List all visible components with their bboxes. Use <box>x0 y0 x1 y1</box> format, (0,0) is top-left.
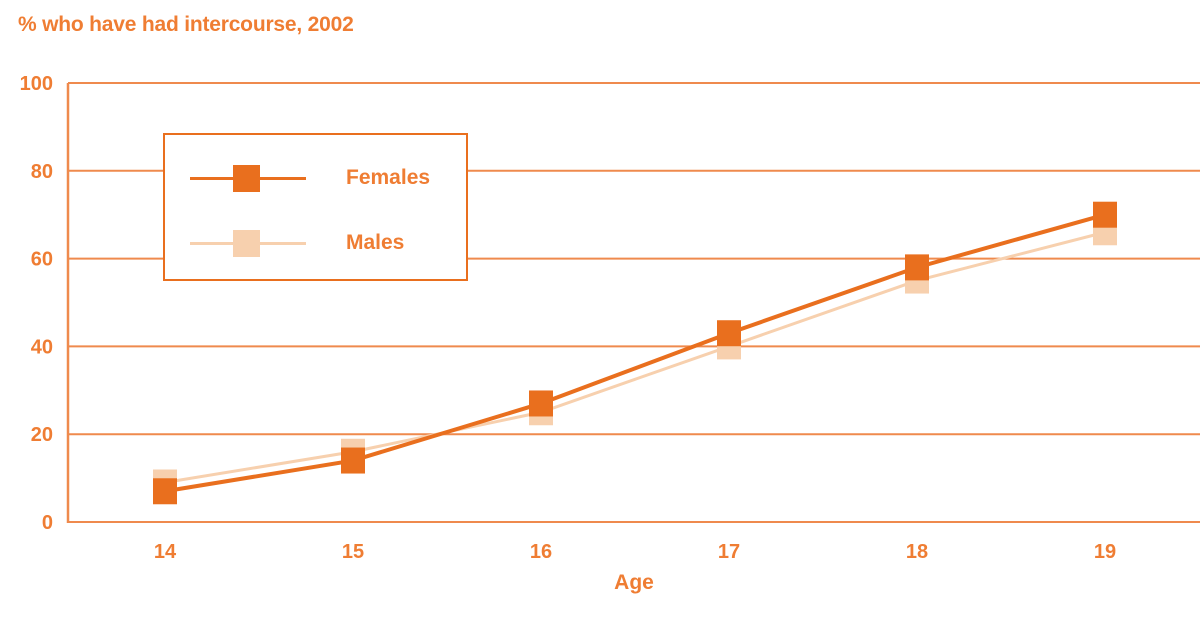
x-tick-label-15: 15 <box>342 541 364 563</box>
females-marker-age-19 <box>1093 201 1117 228</box>
y-tick-label-20: 20 <box>31 424 53 446</box>
females-legend-label: Females <box>346 166 431 189</box>
females-marker-age-18 <box>905 254 929 281</box>
females-marker-age-15 <box>341 447 365 474</box>
females-line <box>164 212 1106 494</box>
x-tick-label-17: 17 <box>718 541 740 563</box>
males-legend-marker <box>233 230 260 257</box>
legend: Females Males <box>163 133 468 281</box>
x-tick-label-19: 19 <box>1094 541 1116 563</box>
x-tick-label-18: 18 <box>906 541 928 563</box>
y-tick-label-60: 60 <box>31 249 53 271</box>
males-line <box>164 230 1106 484</box>
x-tick-label-14: 14 <box>154 541 177 563</box>
y-tick-label-40: 40 <box>31 336 53 358</box>
females-marker-age-17 <box>717 320 741 347</box>
x-tick-label-16: 16 <box>530 541 552 563</box>
females-legend-marker <box>233 165 260 192</box>
x-axis-title: Age <box>614 571 654 594</box>
y-tick-label-0: 0 <box>42 512 53 534</box>
females-marker-age-16 <box>529 390 553 417</box>
males-legend-label: Males <box>346 231 405 254</box>
chart-title: % who have had intercourse, 2002 <box>18 13 354 36</box>
y-tick-label-100: 100 <box>20 73 53 95</box>
y-tick-label-80: 80 <box>31 161 53 183</box>
females-marker-age-14 <box>153 478 177 505</box>
